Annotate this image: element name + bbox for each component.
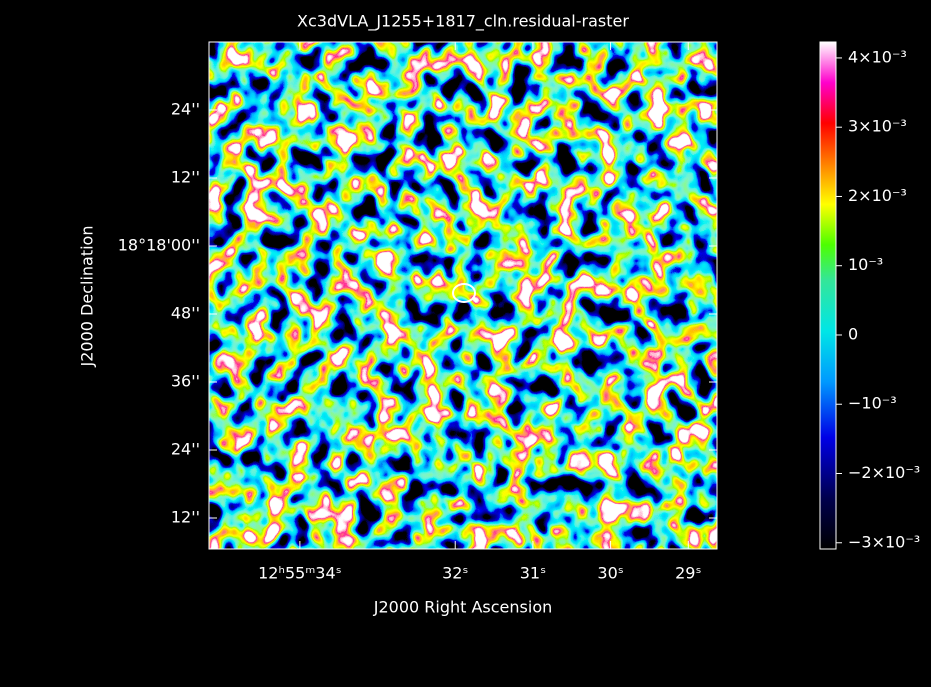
colorbar-tick-label: 3×10⁻³ (848, 117, 907, 136)
chart-title: Xc3dVLA_J1255+1817_cln.residual-raster (297, 12, 629, 32)
colorbar (819, 41, 837, 550)
y-tick-label: 12'' (171, 168, 200, 187)
colorbar-tick-label: −2×10⁻³ (848, 463, 920, 482)
x-axis-label: J2000 Right Ascension (373, 598, 553, 617)
x-tick-label: 12ʰ55ᵐ34ˢ (258, 564, 342, 583)
x-tick-label: 29ˢ (675, 564, 701, 583)
x-tick-label: 32ˢ (442, 564, 468, 583)
y-tick-label: 18°18'00'' (118, 236, 200, 255)
y-tick-label: 48'' (171, 304, 200, 323)
y-axis-label: J2000 Declination (78, 226, 97, 368)
y-tick-label: 36'' (171, 372, 200, 391)
residual-image (209, 42, 717, 549)
colorbar-tick-label: 2×10⁻³ (848, 186, 907, 205)
colorbar-tick-label: −3×10⁻³ (848, 532, 920, 551)
plot-frame (208, 41, 718, 550)
x-tick-label: 31ˢ (520, 564, 546, 583)
y-tick-label: 24'' (171, 100, 200, 119)
colorbar-tick-label: 10⁻³ (848, 255, 883, 274)
x-tick-label: 30ˢ (597, 564, 623, 583)
colorbar-tick-label: 4×10⁻³ (848, 47, 907, 66)
y-tick-label: 12'' (171, 508, 200, 527)
beam-marker (452, 283, 476, 303)
colorbar-tick-label: 0 (848, 324, 858, 343)
colorbar-tick-label: −10⁻³ (848, 394, 897, 413)
y-tick-label: 24'' (171, 440, 200, 459)
